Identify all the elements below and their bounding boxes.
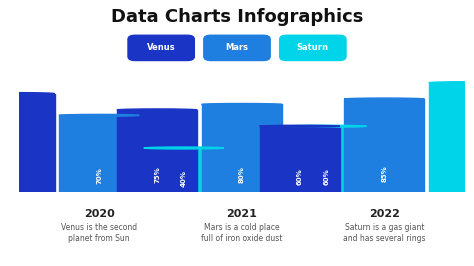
- Bar: [260, 126, 340, 192]
- Text: 90%: 90%: [11, 165, 18, 182]
- Text: 100%: 100%: [466, 159, 472, 181]
- Bar: [344, 99, 424, 192]
- Text: 60%: 60%: [297, 168, 303, 185]
- Ellipse shape: [117, 109, 197, 111]
- Bar: [201, 105, 282, 192]
- Text: 2022: 2022: [369, 209, 400, 219]
- Bar: [59, 115, 139, 192]
- Ellipse shape: [260, 125, 340, 127]
- Ellipse shape: [144, 147, 224, 149]
- Text: Saturn is a gas giant
and has several rings: Saturn is a gas giant and has several ri…: [343, 223, 426, 243]
- Text: Venus: Venus: [147, 43, 175, 52]
- Ellipse shape: [0, 93, 55, 94]
- Text: 2020: 2020: [84, 209, 115, 219]
- Text: 2021: 2021: [226, 209, 257, 219]
- Text: Mars: Mars: [226, 43, 248, 52]
- Text: Venus is the second
planet from Sun: Venus is the second planet from Sun: [61, 223, 137, 243]
- Text: 70%: 70%: [96, 167, 102, 184]
- Ellipse shape: [201, 103, 282, 105]
- Text: 80%: 80%: [239, 166, 245, 183]
- Text: Mars is a cold place
full of iron oxide dust: Mars is a cold place full of iron oxide …: [201, 223, 283, 243]
- Bar: [144, 148, 224, 192]
- Text: 75%: 75%: [154, 167, 160, 183]
- Text: 40%: 40%: [181, 170, 187, 187]
- Ellipse shape: [286, 125, 366, 127]
- Ellipse shape: [344, 98, 424, 100]
- Ellipse shape: [59, 114, 139, 116]
- Text: 60%: 60%: [323, 168, 329, 185]
- Bar: [286, 126, 366, 192]
- Bar: [429, 83, 474, 192]
- Text: Data Charts Infographics: Data Charts Infographics: [111, 8, 363, 26]
- Bar: [0, 94, 55, 192]
- Ellipse shape: [429, 82, 474, 84]
- Bar: [117, 110, 197, 192]
- Text: Saturn: Saturn: [297, 43, 329, 52]
- Text: 85%: 85%: [381, 165, 387, 182]
